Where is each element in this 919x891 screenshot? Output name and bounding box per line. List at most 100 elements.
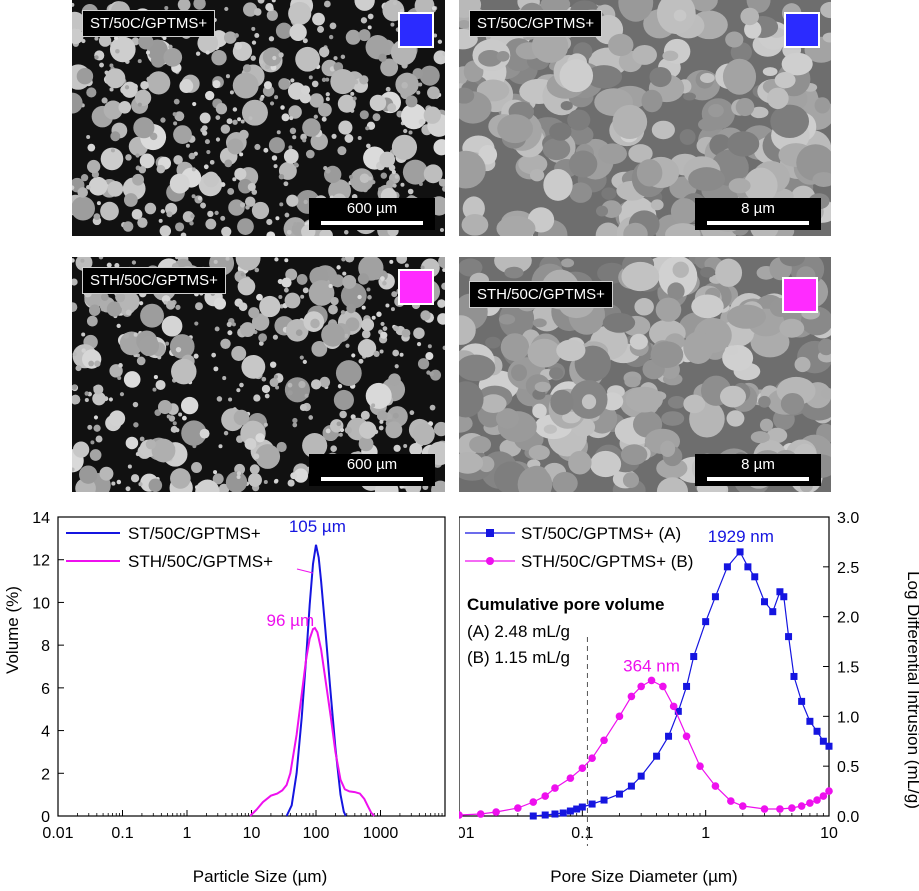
x-tick-label: 0.1: [571, 825, 593, 842]
x-tick-label: 10: [243, 825, 261, 842]
y-tick-label: 0.5: [837, 759, 859, 776]
data-point: [696, 762, 704, 770]
data-point: [797, 802, 806, 810]
sem-panel-3: STH/50C/GPTMS+ 600 µm: [72, 257, 445, 492]
scale-bar-label: 600 µm: [346, 456, 398, 473]
y-axis-title: Log Differential Intrusion (mL/g): [904, 571, 919, 809]
data-point: [588, 800, 596, 808]
y-tick-label: 1.5: [837, 660, 859, 677]
data-point: [600, 796, 608, 804]
y-tick-label: 12: [32, 553, 50, 570]
y-tick-label: 8: [41, 638, 50, 655]
legend-label-series-1: ST/50C/GPTMS+: [128, 524, 261, 543]
data-point: [459, 811, 463, 819]
data-point: [769, 608, 777, 616]
y-tick-label: 14: [32, 510, 50, 527]
data-point: [627, 692, 636, 701]
peak-annotation: 105 µm: [289, 517, 346, 536]
sem-panel-2: ST/50C/GPTMS+ 8 µm: [459, 0, 831, 236]
annotation-leader-line: [296, 568, 314, 574]
data-point: [615, 712, 624, 721]
data-point: [711, 593, 719, 601]
scale-bar-label: 8 µm: [741, 200, 775, 217]
scale-bar: 8 µm: [695, 198, 821, 230]
data-point: [529, 798, 538, 806]
data-point: [813, 796, 821, 804]
data-point: [785, 633, 793, 641]
legend: ST/50C/GPTMS+ (A) STH/50C/GPTMS+ (B): [465, 524, 693, 571]
peak-annotation: 96 µm: [267, 611, 315, 630]
data-point: [627, 782, 635, 790]
data-point: [723, 563, 731, 571]
legend-marker-series-2: [486, 557, 494, 565]
scale-bar-line: [707, 477, 809, 481]
data-point: [776, 805, 784, 813]
data-point: [788, 804, 796, 812]
data-point: [674, 707, 682, 715]
x-tick-label: 0.1: [111, 825, 133, 842]
data-point: [825, 742, 833, 750]
data-point: [615, 790, 623, 798]
info-heading: Cumulative pore volume: [467, 595, 664, 614]
data-point: [806, 717, 814, 725]
x-tick-label: 1: [183, 825, 192, 842]
plot-area: 0.01 0.1 1 100.0 0.5 1.0 1.5 2.0 2.5 3.0 1929 nm 36…: [459, 510, 859, 846]
data-point: [588, 754, 596, 762]
data-point: [798, 697, 806, 705]
scale-bar: 600 µm: [309, 454, 435, 486]
x-tick-label: 100: [303, 825, 330, 842]
y-tick-label: 10: [32, 595, 50, 612]
y-tick-label: 2.0: [837, 610, 859, 627]
x-tick-label: 1000: [363, 825, 399, 842]
data-point: [776, 588, 784, 596]
color-swatch: [398, 12, 434, 48]
data-point: [702, 618, 710, 626]
color-swatch: [784, 12, 820, 48]
data-point: [541, 811, 549, 819]
x-tick-label: 10: [820, 825, 838, 842]
data-point: [476, 810, 485, 818]
data-point: [659, 682, 667, 691]
y-tick-label: 1.0: [837, 709, 859, 726]
data-point: [653, 752, 661, 760]
y-tick-label: 4: [41, 724, 50, 741]
sem-texture: [72, 257, 445, 492]
plot-area: 0.01 0.1 1 10 100 1000 0 2 4 6 8 10 12 14 105 µm 96 µm: [32, 510, 446, 842]
info-line-a: (A) 2.48 mL/g: [467, 622, 570, 641]
x-tick-label: 1: [701, 825, 710, 842]
data-point: [573, 805, 581, 813]
data-point: [727, 797, 735, 805]
series-line-2: [249, 626, 375, 817]
data-point: [711, 782, 720, 790]
data-point: [738, 802, 747, 810]
peak-annotation: 364 nm: [623, 656, 680, 675]
y-tick-label: 0: [41, 809, 50, 826]
sample-label: ST/50C/GPTMS+: [82, 10, 216, 37]
scale-bar: 8 µm: [695, 454, 821, 486]
y-axis-title: Volume (%): [3, 586, 22, 674]
data-point: [736, 548, 744, 556]
x-axis-title: Particle Size (µm): [193, 867, 327, 886]
data-point: [813, 727, 821, 735]
data-point: [600, 736, 608, 745]
legend: ST/50C/GPTMS+ STH/50C/GPTMS+: [66, 524, 273, 571]
data-point: [566, 807, 574, 815]
data-point: [819, 792, 828, 800]
data-point: [780, 593, 788, 601]
data-point: [682, 732, 691, 741]
color-swatch: [782, 277, 818, 313]
legend-label-series-2: STH/50C/GPTMS+ (B): [521, 552, 693, 571]
color-swatch: [398, 269, 434, 305]
data-point: [637, 772, 645, 780]
sample-label: STH/50C/GPTMS+: [469, 281, 613, 308]
x-tick-label: 0.01: [42, 825, 73, 842]
scale-bar-line: [707, 221, 809, 225]
data-point: [551, 810, 559, 818]
data-point: [806, 799, 814, 807]
y-tick-label: 3.0: [837, 510, 859, 527]
data-point: [690, 653, 698, 661]
data-point: [647, 676, 656, 685]
series-line-1: [533, 550, 830, 817]
sem-panel-4: STH/50C/GPTMS+ 8 µm: [459, 257, 831, 492]
